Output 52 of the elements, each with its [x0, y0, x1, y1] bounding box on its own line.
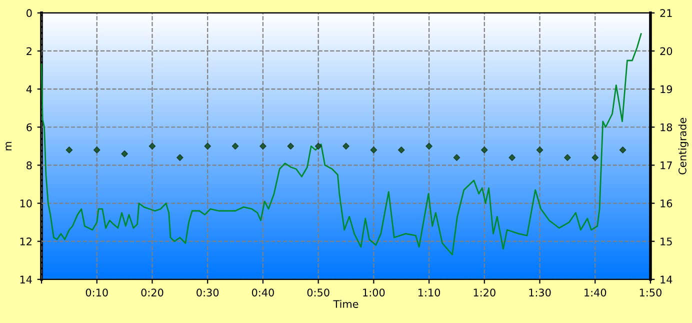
y2-tick-label: 15	[660, 238, 672, 246]
point	[398, 146, 405, 154]
line-series	[40, 33, 642, 256]
x-tick-label: 1:00	[363, 288, 385, 296]
x-tick-label: 1:40	[584, 288, 606, 296]
point	[176, 154, 184, 161]
point	[260, 142, 266, 150]
point	[314, 142, 322, 150]
x-tick-label: 1:20	[474, 288, 496, 296]
y-tick-label: 0	[26, 9, 32, 18]
x-tick-label: 0:40	[252, 288, 274, 296]
point	[508, 154, 516, 161]
point	[66, 146, 73, 154]
x-tick-label: 0:10	[86, 288, 108, 296]
point	[204, 142, 211, 150]
point	[370, 146, 378, 154]
point	[536, 146, 544, 154]
y2-tick-label: 16	[660, 199, 672, 208]
y-tick-label: 6	[26, 123, 32, 132]
point	[481, 146, 488, 154]
y2-tick-label: 14	[660, 276, 672, 284]
x-tick-label: 1:10	[418, 288, 440, 296]
x-axis-title: Time	[333, 300, 358, 308]
y2-tick-label: 17	[660, 162, 672, 170]
x-tick-label: 1:50	[640, 288, 662, 296]
point	[287, 142, 294, 150]
y-tick-label: 10	[20, 199, 32, 208]
y2-axis-title: Centigrade	[678, 118, 688, 174]
y-tick-label: 2	[26, 47, 32, 55]
y-tick-label: 14	[20, 276, 32, 284]
y-tick-label: 8	[26, 161, 32, 170]
x-tick-label: 0:50	[307, 288, 330, 296]
y2-tick-label: 21	[660, 9, 672, 17]
point	[342, 142, 350, 150]
y-tick-label: 12	[20, 238, 32, 246]
y-tick-label: 4	[26, 85, 32, 94]
point	[148, 142, 156, 150]
x-tick-label: 1:30	[529, 288, 551, 296]
y2-tick-label: 20	[660, 47, 672, 56]
y2-tick-label: 19	[660, 85, 672, 94]
point	[564, 154, 571, 161]
y-axis-title: m	[6, 142, 12, 150]
point	[121, 150, 128, 158]
x-tick-label: 0:30	[196, 288, 219, 296]
point	[232, 142, 239, 150]
point	[592, 154, 599, 161]
point	[453, 154, 460, 161]
y2-tick-label: 18	[660, 123, 672, 132]
x-tick-label: 0:20	[141, 288, 164, 296]
point	[619, 146, 626, 154]
point	[426, 142, 432, 150]
point	[93, 146, 100, 154]
